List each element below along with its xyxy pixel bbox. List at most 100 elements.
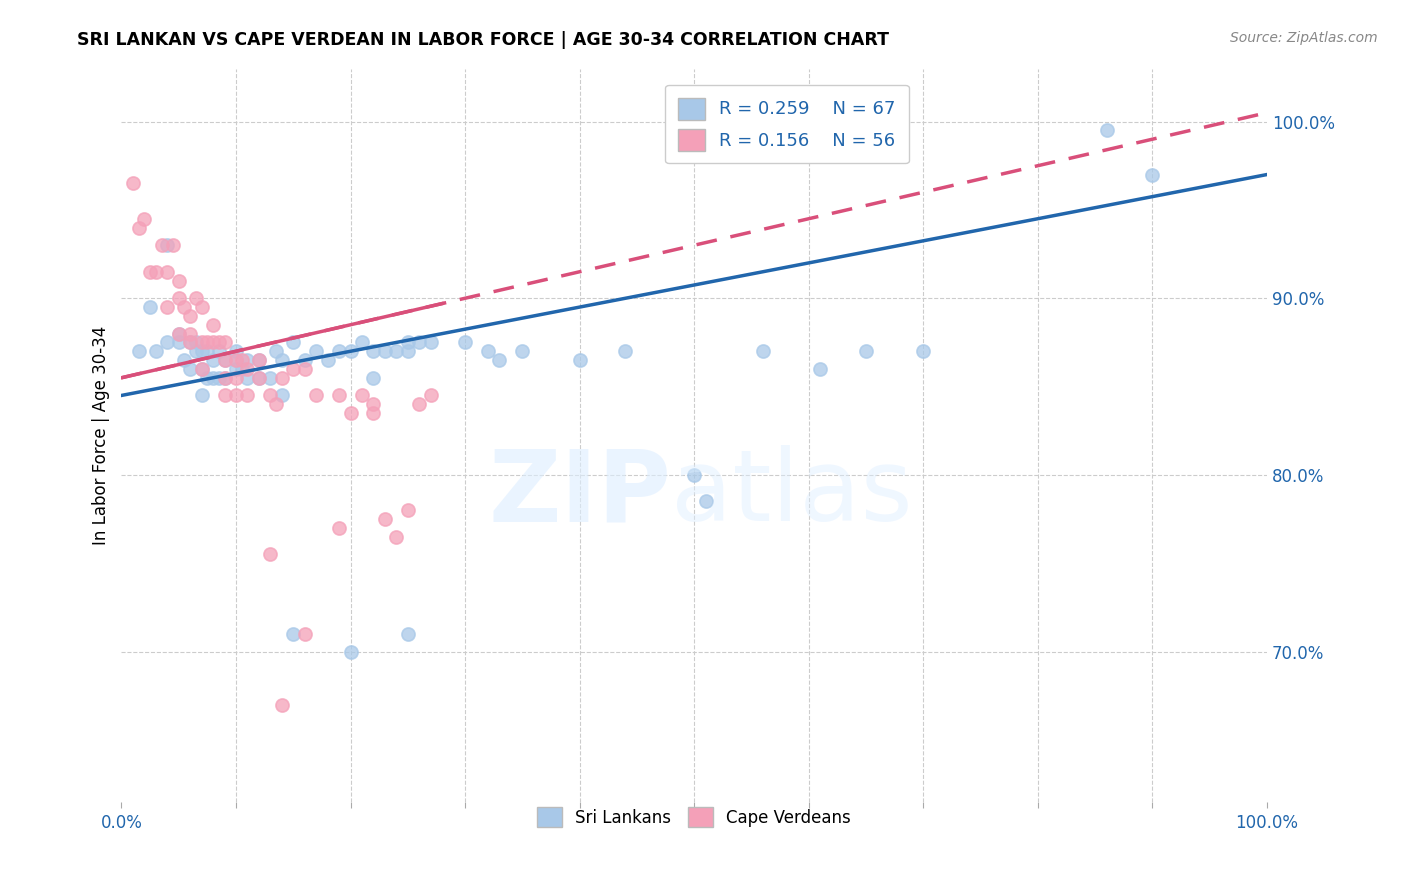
Point [225, 388, 247, 402]
Point [179, 335, 201, 350]
Point [236, 362, 259, 376]
Point [134, 211, 156, 226]
Point [202, 335, 225, 350]
Point [270, 353, 292, 368]
Point [139, 300, 162, 314]
Point [173, 300, 195, 314]
Point [396, 503, 419, 517]
Point [225, 362, 247, 376]
Point [208, 371, 231, 385]
Point [145, 265, 167, 279]
Point [236, 388, 259, 402]
Point [305, 344, 328, 359]
Point [247, 353, 270, 368]
Point [270, 698, 292, 712]
Point [283, 335, 305, 350]
Point [214, 353, 236, 368]
Point [167, 326, 190, 341]
Point [236, 353, 259, 368]
Point [247, 371, 270, 385]
Point [259, 548, 281, 562]
Point [156, 238, 179, 252]
Point [184, 344, 207, 359]
Point [236, 371, 259, 385]
Point [264, 344, 287, 359]
Point [408, 397, 430, 411]
Point [179, 362, 201, 376]
Point [195, 344, 218, 359]
Text: atlas: atlas [671, 445, 912, 542]
Point [477, 344, 499, 359]
Point [225, 344, 247, 359]
Point [488, 353, 510, 368]
Point [695, 494, 717, 508]
Point [350, 388, 373, 402]
Point [225, 353, 247, 368]
Point [184, 335, 207, 350]
Point [202, 371, 225, 385]
Point [179, 309, 201, 323]
Point [202, 353, 225, 368]
Point [247, 353, 270, 368]
Point [855, 344, 877, 359]
Point [214, 353, 236, 368]
Legend: Sri Lankans, Cape Verdeans: Sri Lankans, Cape Verdeans [530, 800, 858, 834]
Point [305, 388, 328, 402]
Point [179, 326, 201, 341]
Point [512, 344, 534, 359]
Point [294, 353, 316, 368]
Point [374, 344, 396, 359]
Point [208, 344, 231, 359]
Point [214, 335, 236, 350]
Point [294, 362, 316, 376]
Point [396, 344, 419, 359]
Point [808, 362, 831, 376]
Point [283, 627, 305, 641]
Point [1095, 123, 1118, 137]
Point [363, 397, 385, 411]
Point [225, 371, 247, 385]
Point [214, 371, 236, 385]
Point [270, 371, 292, 385]
Point [128, 220, 150, 235]
Point [167, 291, 190, 305]
Point [259, 371, 281, 385]
Point [259, 388, 281, 402]
Point [339, 344, 361, 359]
Point [363, 371, 385, 385]
Point [339, 406, 361, 420]
Point [214, 388, 236, 402]
Point [195, 371, 218, 385]
Point [912, 344, 935, 359]
Y-axis label: In Labor Force | Age 30-34: In Labor Force | Age 30-34 [93, 326, 110, 545]
Point [162, 238, 184, 252]
Point [419, 388, 441, 402]
Point [752, 344, 775, 359]
Point [231, 362, 253, 376]
Point [179, 335, 201, 350]
Point [231, 353, 253, 368]
Point [122, 177, 145, 191]
Text: Source: ZipAtlas.com: Source: ZipAtlas.com [1230, 31, 1378, 45]
Point [139, 265, 162, 279]
Point [264, 397, 287, 411]
Point [184, 291, 207, 305]
Point [683, 467, 706, 482]
Point [214, 371, 236, 385]
Point [190, 362, 212, 376]
Point [202, 318, 225, 332]
Point [408, 335, 430, 350]
Point [167, 274, 190, 288]
Text: ZIP: ZIP [488, 445, 671, 542]
Point [614, 344, 637, 359]
Point [190, 362, 212, 376]
Point [363, 406, 385, 420]
Point [190, 344, 212, 359]
Point [339, 645, 361, 659]
Point [374, 512, 396, 526]
Point [247, 371, 270, 385]
Point [156, 265, 179, 279]
Point [156, 335, 179, 350]
Point [167, 326, 190, 341]
Point [328, 521, 350, 535]
